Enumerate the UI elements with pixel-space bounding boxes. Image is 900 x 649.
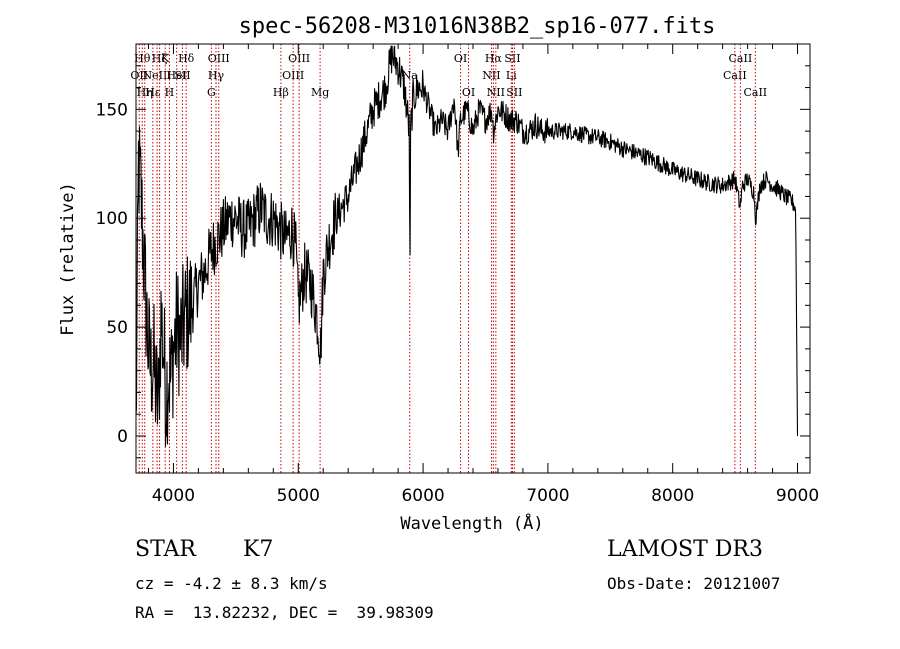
line-marker-label: OIII: [288, 52, 310, 65]
line-marker-label: OI: [462, 86, 475, 99]
redshift-velocity: cz = -4.2 ± 8.3 km/s: [135, 574, 328, 593]
spectrum-line: [135, 45, 799, 447]
sky-coordinates: RA = 13.82232, DEC = 39.98309: [135, 603, 434, 622]
observation-date: Obs-Date: 20121007: [607, 574, 781, 593]
y-tick-label: 0: [117, 427, 128, 447]
line-marker-label: SII: [506, 86, 522, 99]
line-marker-label: Hβ: [273, 86, 289, 99]
line-marker-label: Li: [506, 69, 517, 82]
line-marker-label: Hδ: [178, 52, 195, 65]
y-tick-label: 100: [96, 209, 128, 229]
line-marker-label: OIII: [282, 69, 304, 82]
plot-frame: [135, 43, 811, 474]
y-tick-label: 50: [106, 318, 128, 338]
x-axis-label: Wavelength (Å): [400, 512, 543, 534]
line-marker-label: H: [165, 86, 175, 99]
y-tick-label: 150: [96, 100, 128, 120]
x-tick-label: 8000: [651, 486, 694, 506]
line-marker-label: NII: [482, 69, 500, 82]
line-marker-label: CaII: [729, 52, 753, 65]
line-marker-label: Hα: [485, 52, 503, 65]
line-marker-label: CaII: [743, 86, 767, 99]
line-marker-label: K: [161, 52, 170, 65]
chart-title: spec-56208-M31016N38B2_sp16-077.fits: [239, 14, 716, 39]
line-marker-label: NeIII: [143, 69, 172, 82]
line-marker-label: Hγ: [208, 69, 225, 82]
line-marker-label: OIII: [208, 52, 230, 65]
line-marker-label: Hε: [145, 86, 161, 99]
x-tick-label: 7000: [526, 486, 569, 506]
line-marker-label: HeI: [166, 69, 186, 82]
x-tick-label: 4000: [152, 486, 195, 506]
survey-name: LAMOST DR3: [607, 537, 763, 562]
x-tick-label: 9000: [776, 486, 819, 506]
line-marker-label: Hζ: [152, 52, 168, 65]
line-marker-label: SII: [504, 52, 520, 65]
line-marker-label: OII: [130, 69, 148, 82]
line-marker-label: Na: [402, 69, 419, 82]
line-marker-label: OI: [454, 52, 467, 65]
object-subclass: K7: [243, 537, 274, 562]
line-marker-label: NII: [487, 86, 505, 99]
x-tick-label: 5000: [277, 486, 320, 506]
object-class: STAR: [135, 537, 196, 562]
line-marker-label: Hθ: [134, 52, 151, 65]
line-marker-label: Hη: [137, 86, 153, 99]
x-tick-label: 6000: [401, 486, 444, 506]
y-axis-label: Flux (relative): [58, 182, 78, 336]
line-marker-label: SII: [174, 69, 190, 82]
line-marker-label: CaII: [723, 69, 747, 82]
line-marker-label: G: [207, 86, 216, 99]
line-marker-label: Mg: [311, 86, 329, 99]
